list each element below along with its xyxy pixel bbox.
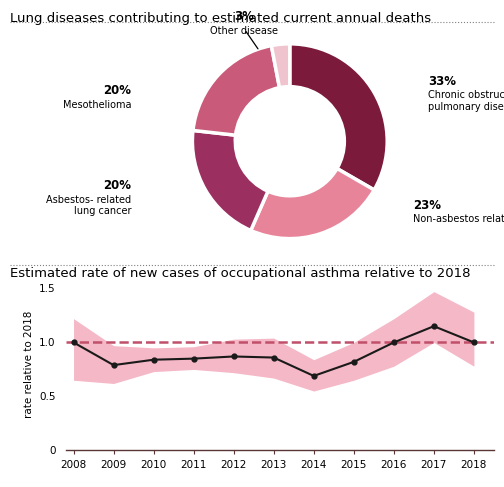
Text: Estimated rate of new cases of occupational asthma relative to 2018: Estimated rate of new cases of occupatio… [10,267,471,280]
Text: 23%: 23% [413,199,442,212]
Text: Asbestos- related
lung cancer: Asbestos- related lung cancer [46,195,131,216]
Wedge shape [193,46,280,135]
Text: Chronic obstructive
pulmonary disease (COPD): Chronic obstructive pulmonary disease (C… [428,90,504,112]
Text: Mesothelioma: Mesothelioma [62,100,131,110]
Wedge shape [290,44,387,190]
Wedge shape [271,44,290,88]
Y-axis label: rate relative to 2018: rate relative to 2018 [24,310,34,418]
Text: 33%: 33% [428,75,457,88]
Text: Non-asbestos related lung cancer: Non-asbestos related lung cancer [413,214,504,225]
Wedge shape [193,131,268,230]
Text: Lung diseases contributing to estimated current annual deaths: Lung diseases contributing to estimated … [10,12,431,25]
Text: 3%: 3% [234,10,255,23]
Text: Other disease: Other disease [211,26,278,36]
Text: 20%: 20% [103,84,131,97]
Text: 20%: 20% [103,179,131,192]
Wedge shape [251,169,374,239]
